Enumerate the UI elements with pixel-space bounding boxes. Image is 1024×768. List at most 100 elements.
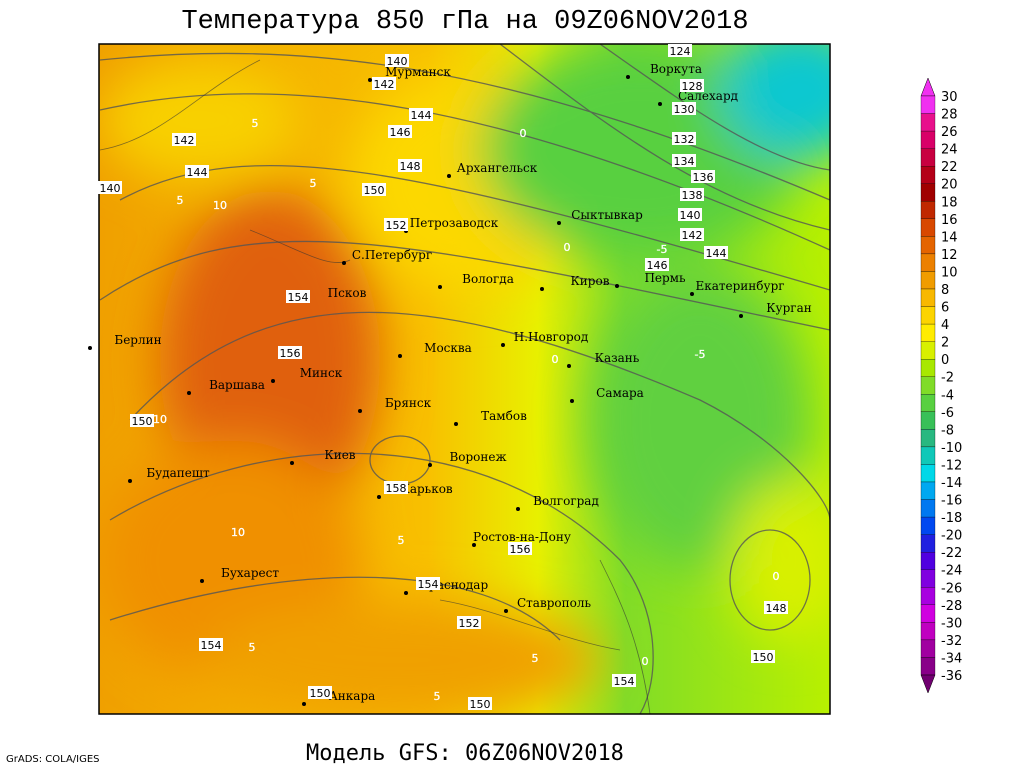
city-dot (690, 292, 694, 296)
colorbar-segment (920, 534, 936, 553)
colorbar-label: -2 (941, 371, 954, 386)
city-dot (658, 102, 662, 106)
height-label-box (278, 346, 302, 359)
height-label-box (286, 290, 310, 303)
colorbar-label: -24 (941, 564, 962, 579)
city-label: Киев (324, 448, 355, 462)
colorbar-segment (920, 130, 936, 149)
height-label: 154 (201, 639, 222, 652)
height-label-box (98, 181, 122, 194)
colorbar-label: 12 (941, 248, 958, 263)
height-label-box (416, 577, 440, 590)
city-dot (739, 314, 743, 318)
colorbar-segment (920, 113, 936, 132)
colorbar-segment (920, 306, 936, 325)
colorbar-label: 2 (941, 336, 949, 351)
colorbar-segment (920, 622, 936, 641)
height-label: 150 (364, 184, 385, 197)
colorbar-label: 4 (941, 318, 949, 333)
city-label: Москва (424, 341, 472, 355)
city-dot (438, 285, 442, 289)
colorbar-segment (920, 166, 936, 184)
height-label-box (384, 481, 408, 494)
height-label: 156 (510, 543, 531, 556)
colorbar-segment (920, 569, 936, 588)
colorbar-label: -26 (941, 581, 962, 596)
height-label: 144 (187, 166, 208, 179)
colorbar-label: 0 (941, 353, 949, 368)
height-label: 132 (674, 133, 695, 146)
colorbar-segment (920, 429, 936, 448)
colorbar-label: -28 (941, 599, 962, 614)
colorbar-segment (920, 201, 936, 219)
temperature-label: -5 (657, 243, 668, 256)
city-label: Ростов-на-Дону (473, 530, 571, 544)
city-label: Салехард (678, 89, 738, 103)
height-label-box (409, 108, 433, 121)
city-dot (516, 507, 520, 511)
height-label-box (668, 44, 692, 57)
temperature-label: 5 (177, 194, 184, 207)
colorbar-segment (920, 552, 936, 570)
city-dot (377, 495, 381, 499)
city-label: Тамбов (481, 409, 527, 423)
height-label-box (645, 258, 669, 271)
height-label-box (672, 154, 696, 167)
height-label-box (691, 170, 715, 183)
colorbar-label: 24 (941, 143, 958, 158)
colorbar-segment (920, 359, 936, 377)
city-label: Ставрополь (517, 596, 591, 610)
height-label: 156 (280, 347, 301, 360)
city-label: Казань (595, 351, 640, 365)
colorbar-segment (920, 183, 936, 202)
colorbar-label: 30 (941, 90, 958, 105)
city-label: Псков (328, 286, 367, 300)
colorbar-segment (920, 148, 936, 167)
height-label-box (508, 542, 532, 555)
height-label: 158 (386, 482, 407, 495)
height-label-box (384, 218, 408, 231)
colorbar-segment (920, 481, 936, 500)
colorbar-label: 6 (941, 301, 949, 316)
height-label: 152 (459, 617, 480, 630)
colorbar-segment (920, 639, 936, 658)
temperature-label: 5 (249, 641, 256, 654)
city-dot (504, 609, 508, 613)
colorbar-segment (920, 288, 936, 307)
temperature-label: 10 (153, 413, 167, 426)
height-label: 140 (680, 209, 701, 222)
height-label: 136 (693, 171, 714, 184)
height-label: 154 (288, 291, 309, 304)
title: Температура 850 гПа на 09Z06NOV2018 (181, 7, 748, 37)
colorbar-segment (920, 499, 936, 518)
colorbar-label: -8 (941, 423, 954, 438)
height-label: 148 (400, 160, 421, 173)
colorbar-label: -4 (941, 388, 954, 403)
height-label: 154 (418, 578, 439, 591)
city-dot (428, 463, 432, 467)
height-label-box (680, 79, 704, 92)
colorbar-segment (920, 271, 936, 290)
height-label-box (672, 132, 696, 145)
city-label: Курган (766, 301, 811, 315)
city-dot (540, 287, 544, 291)
height-label-box (764, 601, 788, 614)
city-label: Берлин (114, 333, 161, 347)
height-label: 140 (100, 182, 121, 195)
height-label: 140 (387, 55, 408, 68)
colorbar-segment (920, 587, 936, 605)
temperature-label: 5 (252, 117, 259, 130)
colorbar-label: -18 (941, 511, 962, 526)
city-label: Сыктывкар (571, 208, 643, 222)
temperature-label: 0 (520, 127, 527, 140)
colorbar-segment (920, 376, 936, 395)
city-label: Киров (571, 274, 610, 288)
colorbar-segment (920, 446, 936, 465)
height-label-box (372, 77, 396, 90)
height-label: 130 (674, 103, 695, 116)
colorbar-segment (920, 604, 936, 623)
city-dot (398, 354, 402, 358)
colorbar-label: -34 (941, 651, 962, 666)
temperature-label: 10 (231, 526, 245, 539)
